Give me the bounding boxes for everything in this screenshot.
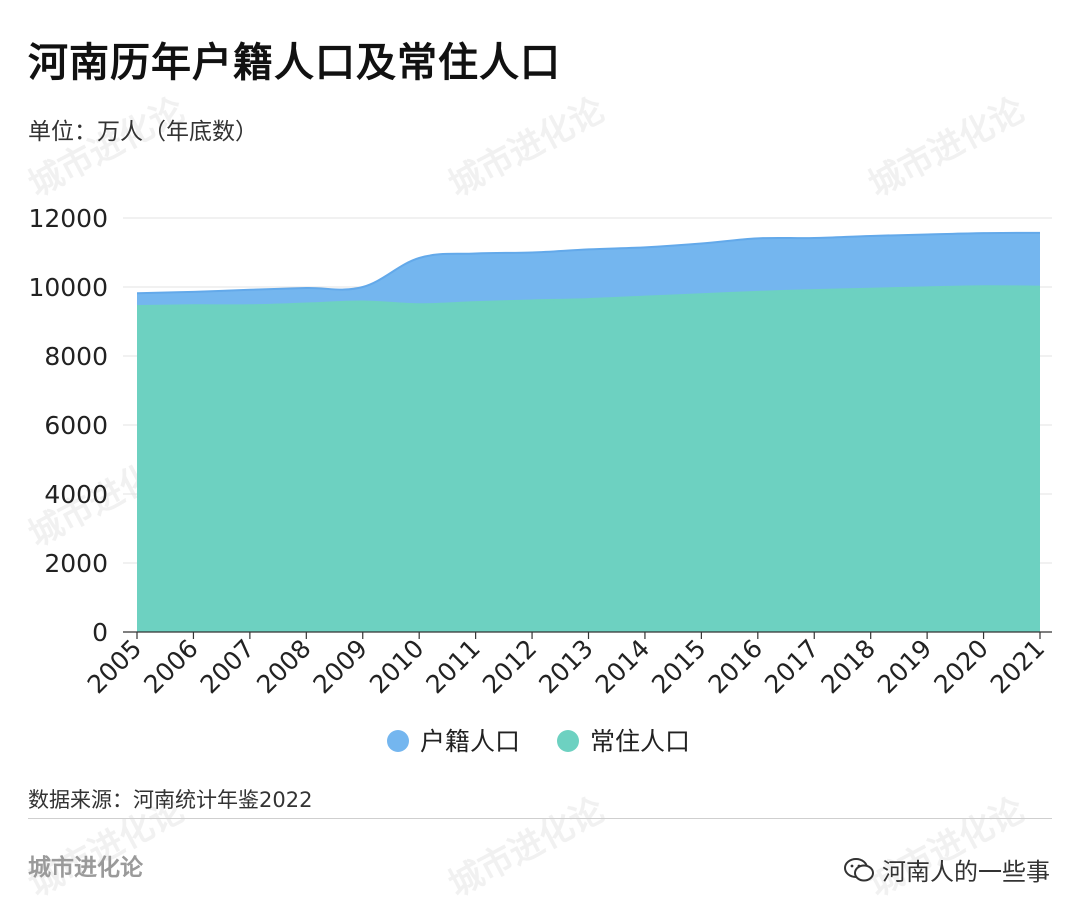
x-tick-label-2012: 2012 — [477, 634, 542, 699]
legend-marker-changzhu — [557, 730, 579, 752]
y-tick-label-2000: 2000 — [44, 549, 108, 578]
x-tick-label-2016: 2016 — [703, 634, 768, 699]
legend-label-huji: 户籍人口 — [420, 727, 520, 756]
line-changzhu — [136, 285, 1041, 307]
x-tick-label-2008: 2008 — [251, 634, 316, 699]
brand-name: 城市进化论 — [28, 855, 143, 881]
x-tick-label-2020: 2020 — [928, 634, 993, 699]
wechat-icon — [844, 857, 874, 881]
y-tick-label-6000: 6000 — [44, 411, 108, 440]
y-tick-label-0: 0 — [92, 618, 108, 647]
footer-divider — [28, 818, 1052, 819]
wechat-account-name: 河南人的一些事 — [882, 858, 1050, 886]
x-tick-label-2007: 2007 — [195, 634, 260, 699]
x-tick-label-2010: 2010 — [364, 634, 429, 699]
area-changzhu — [137, 286, 1040, 632]
x-tick-label-2009: 2009 — [307, 634, 372, 699]
x-tick-label-2014: 2014 — [590, 634, 655, 699]
chart-title: 河南历年户籍人口及常住人口 — [28, 40, 561, 86]
y-tick-label-4000: 4000 — [44, 480, 108, 509]
y-tick-label-8000: 8000 — [44, 342, 108, 371]
x-tick-label-2018: 2018 — [815, 634, 880, 699]
wechat-account: 河南人的一些事 — [844, 852, 1050, 887]
y-tick-label-12000: 12000 — [28, 204, 108, 233]
y-tick-label-10000: 10000 — [28, 273, 108, 302]
x-tick-label-2006: 2006 — [138, 634, 203, 699]
chart-unit: 单位：万人（年底数） — [28, 119, 258, 145]
x-tick-label-2019: 2019 — [872, 634, 937, 699]
legend-label-changzhu: 常住人口 — [590, 727, 690, 756]
x-tick-label-2011: 2011 — [420, 634, 485, 699]
x-tick-label-2017: 2017 — [759, 634, 824, 699]
legend-marker-huji — [387, 730, 409, 752]
data-source: 数据来源：河南统计年鉴2022 — [28, 788, 313, 812]
line-huji — [136, 231, 1041, 295]
x-tick-label-2021: 2021 — [985, 634, 1050, 699]
x-tick-label-2015: 2015 — [646, 634, 711, 699]
x-tick-label-2013: 2013 — [533, 634, 598, 699]
